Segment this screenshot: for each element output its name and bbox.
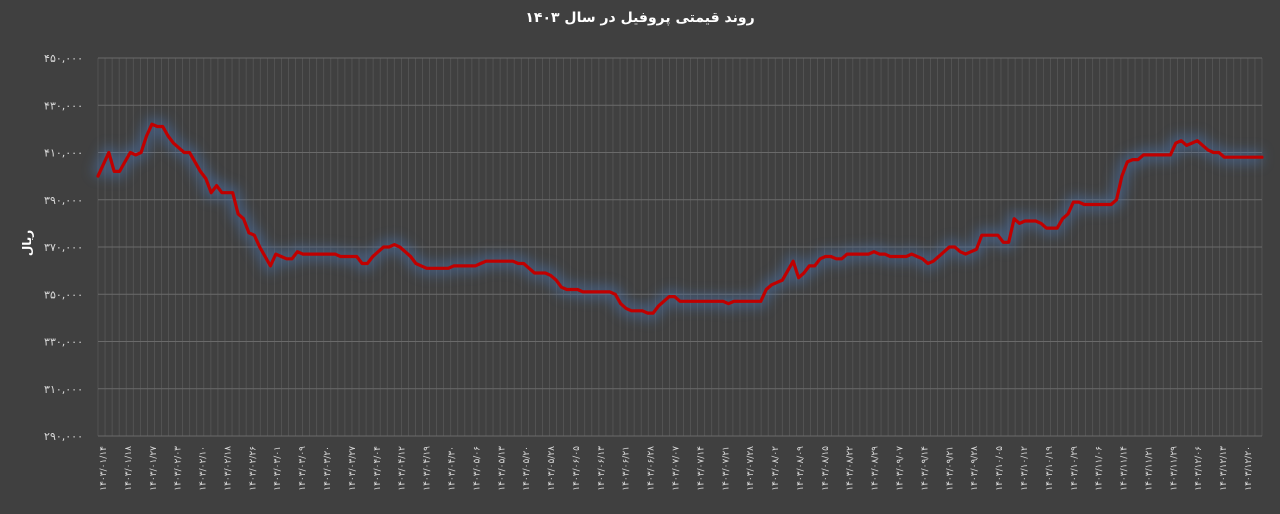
y-tick-label: ۲۹۰,۰۰۰ [44,430,83,443]
y-tick-label: ۴۱۰,۰۰۰ [44,147,83,160]
x-tick-label: ۱۴۰۳/۰۵/۰۶ [472,446,482,491]
x-tick-label: ۱۴۰۳/۱۰/۲۹ [1070,446,1080,491]
x-tick-label: ۱۴۰۳/۰۲/۱۰ [199,446,209,491]
x-tick-label: ۱۴۰۳/۰۸/۱۵ [821,446,831,491]
x-tick-label: ۱۴۰۳/۱۱/۱۴ [1120,446,1130,491]
x-tick-label: ۱۴۰۳/۰۳/۲۰ [323,446,333,491]
x-tick-label: ۱۴۰۳/۱۰/۱۹ [1045,446,1055,491]
x-tick-label: ۱۴۰۳/۰۲/۱۸ [223,446,233,491]
x-tick-label: ۱۴۰۳/۰۸/۲۹ [871,446,881,491]
x-tick-label: ۱۴۰۳/۱۲/۱۳ [1219,446,1229,491]
x-tick-label: ۱۴۰۳/۰۶/۰۵ [572,446,582,491]
x-tick-label: ۱۴۰۳/۱۲/۰۶ [1194,446,1204,491]
x-tick-label: ۱۴۰۳/۰۴/۱۹ [423,446,433,491]
x-tick-label: ۱۴۰۳/۰۸/۰۲ [771,446,781,491]
x-tick-label: ۱۴۰۳/۰۷/۰۷ [672,446,682,491]
x-tick-label: ۱۴۰۳/۰۶/۱۳ [597,446,607,491]
x-tick-label: ۱۴۰۳/۰۱/۲۷ [149,446,159,491]
x-tick-label: ۱۴۰۳/۱۰/۱۲ [1020,446,1030,491]
x-tick-label: ۱۴۰۳/۰۵/۲۸ [547,446,557,491]
x-tick-label: ۱۴۰۳/۰۹/۲۱ [945,446,955,491]
x-tick-label: ۱۴۰۳/۰۳/۰۱ [273,446,283,491]
x-tick-label: ۱۴۰۳/۰۳/۰۹ [298,446,308,491]
x-tick-label: ۱۴۰۳/۰۴/۰۴ [373,446,383,491]
x-tick-label: ۱۴۰۳/۰۶/۲۸ [647,446,657,491]
y-tick-label: ۳۳۰,۰۰۰ [44,336,83,349]
x-tick-label: ۱۴۰۳/۰۱/۱۴ [99,446,109,491]
x-tick-label: ۱۴۰۳/۰۶/۲۱ [622,446,632,491]
y-tick-label: ۳۹۰,۰۰۰ [44,194,83,207]
x-tick-label: ۱۴۰۳/۰۸/۰۹ [796,446,806,491]
horizontal-gridlines [98,57,1262,437]
x-tick-label: ۱۴۰۳/۰۹/۱۴ [920,446,930,491]
x-tick-label: ۱۴۰۳/۰۱/۱۸ [124,446,134,491]
y-tick-label: ۴۳۰,۰۰۰ [44,99,83,112]
x-tick-label: ۱۴۰۳/۰۵/۲۰ [522,446,532,491]
y-tick-label: ۳۱۰,۰۰۰ [44,383,83,396]
x-tick-label: ۱۴۰۳/۰۴/۳۰ [447,446,457,491]
x-tick-label: ۱۴۰۳/۱۱/۰۶ [1095,446,1105,491]
y-tick-label: ۴۵۰,۰۰۰ [44,52,83,65]
price-series-line [96,122,1264,315]
x-tick-label: ۱۴۰۳/۱۲/۲۰ [1244,446,1254,491]
x-tick-label: ۱۴۰۳/۰۷/۲۸ [746,446,756,491]
x-tick-label: ۱۴۰۳/۰۵/۱۳ [497,446,507,491]
chart-title: روند قیمتی پروفیل در سال ۱۴۰۳ [525,10,755,26]
x-tick-label: ۱۴۰۳/۰۷/۱۴ [696,446,706,491]
x-tick-label: ۱۴۰۳/۰۸/۲۲ [846,446,856,491]
y-tick-label: ۳۵۰,۰۰۰ [44,288,83,301]
x-axis-tick-labels: ۱۴۰۳/۰۱/۱۴ ۱۴۰۳/۰۱/۱۸ ۱۴۰۳/۰۱/۲۷ ۱۴۰۳/۰۲/۰۳… [99,446,1254,491]
x-tick-label: ۱۴۰۳/۱۱/۲۹ [1169,446,1179,491]
x-tick-label: ۱۴۰۳/۰۴/۱۲ [398,446,408,491]
x-tick-label: ۱۴۰۳/۰۹/۰۷ [896,446,906,491]
x-tick-label: ۱۴۰۳/۰۳/۲۷ [348,446,358,491]
x-tick-label: ۱۴۰۳/۰۲/۲۶ [248,446,258,491]
x-tick-label: ۱۴۰۳/۱۱/۲۱ [1144,446,1154,491]
x-tick-label: ۱۴۰۳/۰۹/۲۸ [970,446,980,491]
y-axis-tick-labels: ۲۹۰,۰۰۰ ۳۱۰,۰۰۰ ۳۳۰,۰۰۰ ۳۵۰,۰۰۰ ۳۷۰,۰۰۰ ۳۹۰,۰… [44,52,83,443]
x-tick-label: ۱۴۰۳/۱۰/۰۵ [995,446,1005,491]
y-tick-label: ۳۷۰,۰۰۰ [44,241,83,254]
x-tick-label: ۱۴۰۳/۰۷/۲۱ [721,446,731,491]
x-tick-label: ۱۴۰۳/۰۲/۰۳ [174,446,184,491]
